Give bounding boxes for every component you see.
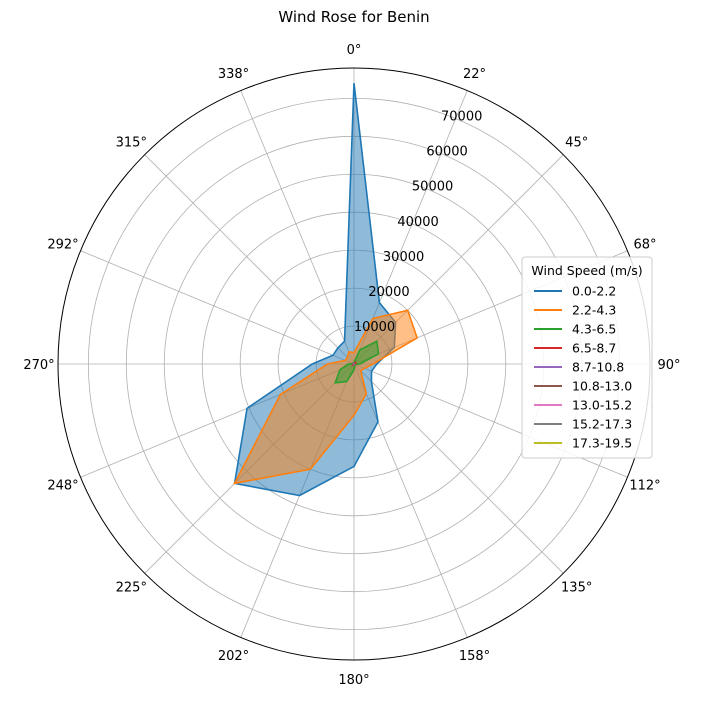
legend-entry-1: 2.2-4.3 (572, 303, 616, 318)
radial-tick-label: 40000 (397, 215, 438, 230)
legend: Wind Speed (m/s) 0.0-2.2 2.2-4.3 4.3-6.5 6.5… (521, 256, 653, 459)
direction-tick-label: 22° (463, 67, 486, 82)
legend-entry-6: 13.0-15.2 (572, 398, 632, 413)
legend-entry-8: 17.3-19.5 (572, 436, 632, 451)
legend-entry-3: 6.5-8.7 (572, 341, 616, 356)
legend-box (521, 256, 653, 459)
angular-gridline-13 (80, 250, 355, 365)
legend-entry-7: 15.2-17.3 (572, 417, 632, 432)
series-area-2 (335, 341, 379, 383)
radial-tick-label: 10000 (354, 320, 395, 335)
direction-tick-label: 315° (116, 135, 147, 150)
legend-entry-4: 8.7-10.8 (572, 360, 624, 375)
radial-tick-label: 20000 (368, 285, 409, 300)
legend-entry-2: 4.3-6.5 (572, 322, 616, 337)
direction-tick-label: 202° (218, 649, 249, 664)
direction-tick-label: 225° (116, 581, 147, 596)
direction-tick-label: 135° (561, 581, 592, 596)
angular-gridline-6 (353, 363, 564, 574)
angular-gridline-14 (144, 154, 355, 365)
radial-tick-label: 50000 (412, 180, 453, 195)
direction-tick-label: 158° (459, 649, 490, 664)
angular-gridline-15 (240, 90, 355, 365)
direction-tick-label: 68° (633, 238, 656, 253)
legend-entry-5: 10.8-13.0 (572, 379, 632, 394)
radial-tick-label: 30000 (383, 250, 424, 265)
chart-title: Wind Rose for Benin (278, 8, 429, 26)
direction-tick-label: 112° (629, 479, 660, 494)
series-group (233, 83, 419, 497)
radial-tick-label: 60000 (426, 145, 467, 160)
legend-title: Wind Speed (m/s) (531, 263, 642, 278)
direction-tick-label: 0° (347, 43, 362, 58)
direction-tick-label: 180° (338, 673, 369, 688)
radial-tick-label: 70000 (441, 110, 482, 125)
direction-tick-label: 270° (23, 358, 54, 373)
direction-tick-label: 90° (657, 358, 680, 373)
direction-tick-label: 292° (47, 238, 78, 253)
direction-tick-label: 45° (565, 135, 588, 150)
series-line-1 (233, 309, 419, 485)
polar-axis-labels: 0° 22° 45° 68° 90° 112° 135° 158° 180° 202° 225° 24… (23, 43, 680, 688)
direction-tick-label: 248° (47, 479, 78, 494)
legend-entry-0: 0.0-2.2 (572, 284, 616, 299)
direction-tick-label: 338° (218, 67, 249, 82)
